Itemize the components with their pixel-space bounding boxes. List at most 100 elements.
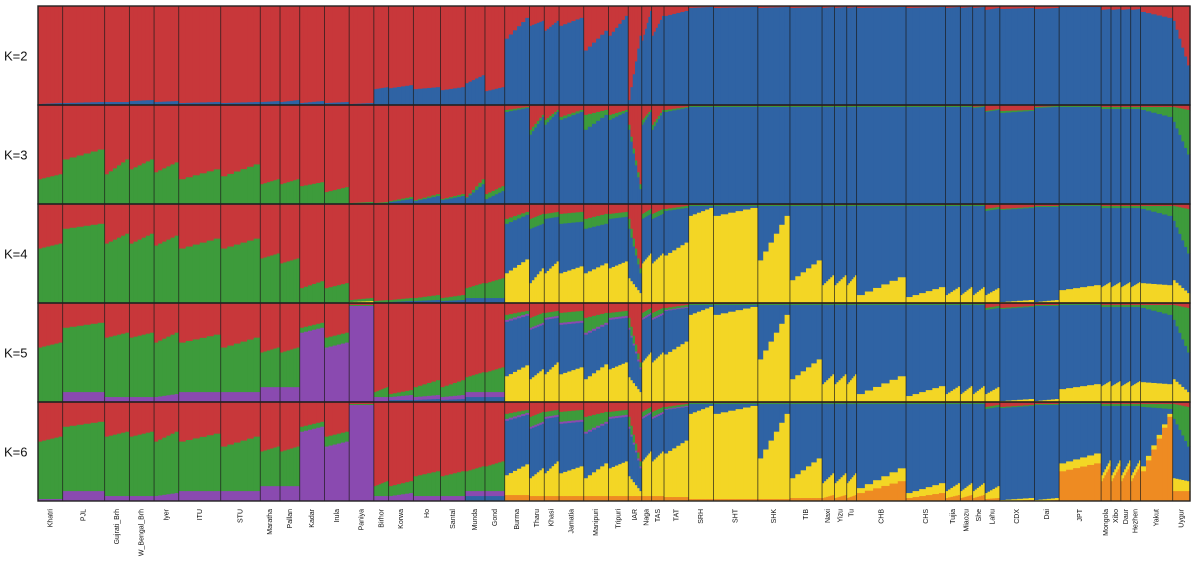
bar-segment-red: [1138, 402, 1142, 405]
bar-segment-green: [280, 451, 284, 487]
bar-segment-blue: [471, 496, 476, 502]
bar-segment-red: [1110, 303, 1114, 306]
bar-segment-blue: [83, 102, 92, 106]
bar-segment-red: [563, 6, 568, 25]
bar-segment-green: [112, 239, 118, 304]
bar-segment-orange: [957, 495, 961, 502]
bar-segment-orange: [856, 493, 866, 502]
bar-segment-green: [42, 346, 47, 403]
bar-segment-yellow: [571, 469, 577, 497]
bar-segment-red: [276, 204, 281, 254]
bar-segment-blue: [709, 403, 714, 407]
bar-segment-red: [985, 402, 989, 408]
bar-segment-red: [1156, 204, 1163, 207]
bar-segment-red: [452, 6, 458, 89]
bar-segment-red: [838, 6, 842, 8]
bar-segment-orange: [889, 483, 899, 502]
bar-segment-blue: [664, 409, 669, 454]
bar-segment-red: [980, 6, 984, 8]
bar-segment-blue: [1109, 405, 1112, 461]
bar-segment-blue: [525, 214, 531, 260]
bar-segment-green: [960, 402, 963, 405]
bar-segment-red: [864, 6, 874, 9]
bar-segment-green: [641, 119, 645, 126]
bar-segment-blue: [881, 106, 891, 205]
bar-segment-blue: [816, 6, 823, 106]
bar-segment-red: [121, 204, 126, 237]
bar-segment-green: [422, 384, 428, 397]
bar-segment-orange: [713, 499, 722, 502]
bar-segment-purple: [655, 315, 659, 319]
bar-segment-red: [952, 6, 956, 8]
bar-segment-yellow: [743, 209, 752, 304]
bar-segment-green: [481, 372, 486, 393]
bar-segment-purple: [369, 305, 375, 403]
bar-segment-red: [494, 402, 499, 464]
bar-segment-yellow: [873, 386, 882, 403]
bar-segment-orange: [853, 495, 856, 502]
bar-segment-blue: [559, 119, 564, 205]
bar-segment-blue: [750, 6, 759, 106]
bar-segment-orange: [1110, 481, 1114, 502]
bar-segment-yellow: [705, 209, 710, 304]
bar-segment-orange: [1073, 468, 1081, 502]
bar-segment-red: [227, 6, 235, 104]
bar-segment-blue: [713, 106, 722, 205]
bar-segment-orange: [571, 496, 577, 502]
bar-segment-blue: [373, 89, 377, 106]
bar-segment-green: [1120, 403, 1124, 407]
bar-segment-red: [270, 6, 275, 102]
bar-segment-red: [276, 6, 281, 102]
bar-segment-red: [320, 303, 326, 324]
bar-segment-green: [643, 212, 646, 219]
bar-segment-yellow: [966, 290, 970, 304]
bar-segment-blue: [634, 61, 638, 106]
bar-segment-blue: [784, 205, 791, 217]
bar-segment-blue: [541, 324, 545, 370]
bar-segment-blue: [1104, 405, 1107, 470]
bar-segment-yellow: [919, 489, 927, 497]
bar-segment-blue: [521, 216, 526, 263]
bar-segment-green: [280, 352, 284, 388]
bar-segment-yellow: [1137, 463, 1140, 470]
bar-segment-red: [1178, 204, 1182, 208]
bar-segment-red: [324, 204, 330, 289]
bar-segment-blue: [1181, 240, 1185, 289]
bar-segment-blue: [392, 400, 398, 403]
bar-segment-blue: [608, 319, 613, 370]
bar-segment-red: [653, 204, 657, 214]
bar-segment-green: [999, 208, 1007, 211]
bar-segment-blue: [1140, 208, 1147, 284]
bar-segment-blue: [556, 111, 560, 205]
bar-segment-purple: [481, 392, 486, 398]
bar-segment-green: [1129, 403, 1132, 407]
bar-segment-blue: [1022, 111, 1030, 205]
bar-segment-orange: [828, 496, 831, 502]
bar-segment-green: [324, 337, 330, 348]
bar-segment-blue: [422, 199, 428, 205]
bar-segment-blue: [836, 7, 840, 106]
bar-segment-green: [639, 268, 643, 274]
bar-segment-blue: [512, 319, 518, 373]
bar-segment-blue: [628, 129, 632, 205]
bar-segment-orange: [822, 498, 825, 502]
bar-segment-red: [296, 6, 301, 101]
bar-segment-green: [583, 114, 589, 131]
bar-segment-blue: [1101, 405, 1104, 476]
bar-segment-blue: [950, 205, 954, 293]
bar-segment-orange: [621, 496, 626, 502]
bar-segment-red: [1175, 303, 1180, 306]
bar-segment-green: [1104, 205, 1107, 209]
bar-segment-red: [604, 105, 610, 111]
bar-segment-yellow: [1094, 285, 1102, 304]
bar-segment-orange: [1080, 466, 1088, 502]
bar-segment-yellow: [925, 390, 933, 403]
bar-segment-blue: [478, 496, 483, 502]
bar-segment-orange: [637, 496, 641, 502]
bar-segment-green: [386, 481, 390, 497]
bar-segment-green: [611, 411, 616, 417]
bar-segment-red: [444, 6, 450, 90]
bar-segment-red: [376, 6, 380, 90]
bar-segment-blue: [848, 205, 851, 284]
bar-segment-blue: [494, 88, 499, 106]
